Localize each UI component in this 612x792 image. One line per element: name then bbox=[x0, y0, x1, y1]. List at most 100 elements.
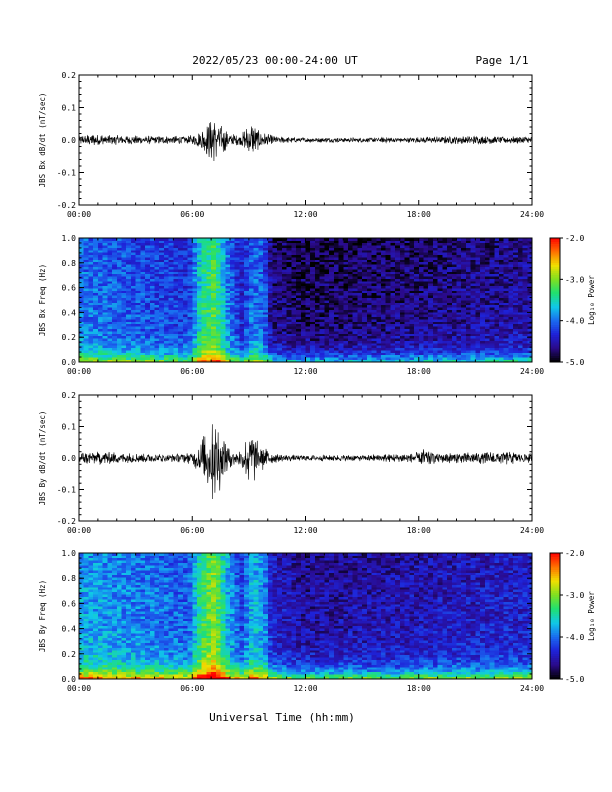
heatmap-cell bbox=[513, 240, 519, 244]
heatmap-cell bbox=[489, 354, 495, 358]
heatmap-cell bbox=[480, 264, 486, 268]
heatmap-cell bbox=[277, 273, 283, 277]
heatmap-cell bbox=[211, 266, 217, 270]
heatmap-cell bbox=[107, 295, 113, 299]
heatmap-cell bbox=[357, 252, 363, 256]
heatmap-cell bbox=[480, 354, 486, 358]
heatmap-cell bbox=[484, 297, 490, 301]
heatmap-cell bbox=[480, 304, 486, 308]
heatmap-cell bbox=[461, 304, 467, 308]
heatmap-cell bbox=[371, 338, 377, 341]
heatmap-cell bbox=[362, 254, 368, 258]
heatmap-cell bbox=[357, 333, 363, 337]
heatmap-cell bbox=[154, 307, 160, 310]
heatmap-cell bbox=[432, 283, 439, 287]
heatmap-cell bbox=[484, 314, 490, 318]
heatmap-cell bbox=[206, 300, 212, 303]
heatmap-cell bbox=[338, 238, 344, 241]
heatmap-cell bbox=[211, 278, 217, 282]
heatmap-cell bbox=[258, 311, 264, 315]
heatmap-cell bbox=[508, 245, 514, 248]
heatmap-cell bbox=[211, 323, 217, 327]
heatmap-cell bbox=[93, 249, 99, 253]
heatmap-cell bbox=[470, 350, 476, 353]
heatmap-cell bbox=[126, 307, 132, 310]
heatmap-cell bbox=[248, 357, 254, 361]
heatmap-cell bbox=[168, 285, 174, 289]
heatmap-cell bbox=[291, 347, 297, 351]
heatmap-cell bbox=[244, 321, 250, 325]
heatmap-cell bbox=[239, 295, 245, 299]
heatmap-cell bbox=[112, 240, 118, 244]
heatmap-cell bbox=[470, 247, 476, 251]
heatmap-cell bbox=[503, 335, 509, 339]
heatmap-cell bbox=[187, 300, 193, 303]
heatmap-cell bbox=[130, 350, 137, 353]
heatmap-cell bbox=[263, 295, 269, 299]
heatmap-cell bbox=[475, 254, 481, 258]
heatmap-cell bbox=[461, 321, 467, 325]
heatmap-cell bbox=[173, 328, 179, 332]
heatmap-cell bbox=[211, 295, 217, 299]
heatmap-cell bbox=[206, 273, 212, 277]
heatmap-cell bbox=[314, 311, 321, 315]
heatmap-cell bbox=[258, 314, 264, 318]
heatmap-cell bbox=[201, 292, 207, 296]
heatmap-cell bbox=[385, 273, 391, 277]
heatmap-cell bbox=[178, 290, 184, 294]
heatmap-cell bbox=[324, 354, 330, 358]
heatmap-cell bbox=[272, 335, 278, 339]
heatmap-cell bbox=[263, 354, 269, 358]
heatmap-cell bbox=[253, 285, 259, 289]
heatmap-cell bbox=[281, 326, 288, 330]
heatmap-cell bbox=[489, 285, 495, 289]
heatmap-cell bbox=[343, 347, 349, 351]
heatmap-cell bbox=[159, 307, 165, 310]
heatmap-cell bbox=[409, 278, 415, 282]
heatmap-cell bbox=[314, 333, 321, 337]
heatmap-cell bbox=[116, 326, 122, 330]
heatmap-cell bbox=[456, 352, 462, 356]
heatmap-cell bbox=[357, 352, 363, 356]
heatmap-cell bbox=[244, 359, 250, 363]
heatmap-cell bbox=[376, 280, 382, 284]
heatmap-cell bbox=[121, 326, 127, 330]
heatmap-cell bbox=[347, 309, 354, 313]
heatmap-cell bbox=[484, 266, 490, 270]
heatmap-cell bbox=[173, 323, 179, 327]
heatmap-cell bbox=[498, 328, 505, 332]
heatmap-cell bbox=[347, 247, 354, 251]
heatmap-cell bbox=[178, 247, 184, 251]
heatmap-cell bbox=[173, 285, 179, 289]
heatmap-cell bbox=[409, 292, 415, 296]
heatmap-cell bbox=[192, 257, 198, 260]
heatmap-cell bbox=[296, 247, 302, 251]
heatmap-cell bbox=[107, 321, 113, 325]
heatmap-cell bbox=[305, 254, 311, 258]
heatmap-cell bbox=[366, 264, 372, 268]
heatmap-cell bbox=[277, 290, 283, 294]
heatmap-cell bbox=[149, 331, 155, 334]
heatmap-cell bbox=[484, 350, 490, 353]
heatmap-cell bbox=[192, 300, 198, 303]
heatmap-cell bbox=[300, 278, 306, 282]
heatmap-cell bbox=[376, 295, 382, 299]
heatmap-cell bbox=[503, 290, 509, 294]
heatmap-cell bbox=[371, 319, 377, 322]
heatmap-cell bbox=[145, 238, 151, 241]
heatmap-cell bbox=[494, 345, 500, 349]
heatmap-cell bbox=[343, 276, 349, 279]
heatmap-cell bbox=[244, 264, 250, 268]
heatmap-cell bbox=[319, 290, 325, 294]
heatmap-cell bbox=[305, 359, 311, 363]
heatmap-cell bbox=[366, 350, 372, 353]
heatmap-cell bbox=[225, 266, 231, 270]
heatmap-cell bbox=[291, 316, 297, 320]
heatmap-cell bbox=[447, 357, 453, 361]
heatmap-cell bbox=[102, 249, 108, 253]
heatmap-cell bbox=[480, 269, 486, 272]
heatmap-cell bbox=[83, 338, 89, 341]
heatmap-cell bbox=[343, 273, 349, 277]
heatmap-cell bbox=[206, 285, 212, 289]
heatmap-cell bbox=[310, 264, 316, 268]
